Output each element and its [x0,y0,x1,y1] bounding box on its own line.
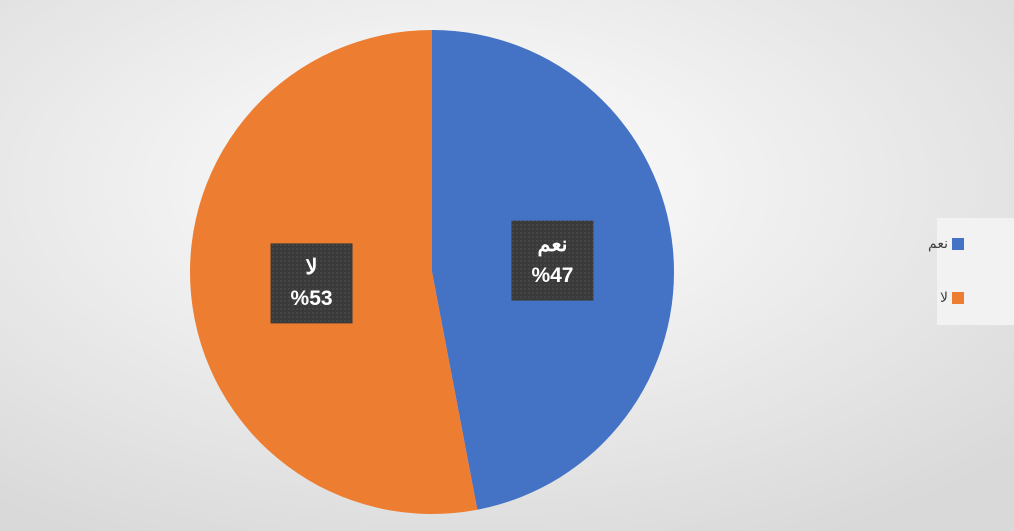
data-label-box [270,243,353,324]
data-label-category: نعم [537,233,567,257]
legend-swatch [952,292,964,304]
legend-box [937,218,1014,325]
data-label-value: %53 [291,287,333,310]
data-label-box [511,220,594,301]
legend-label: لا [940,290,948,306]
legend-swatch [952,238,964,250]
data-label-value: %47 [531,264,573,287]
legend-label: نعم [928,236,948,252]
data-label-category: لا [306,256,318,279]
